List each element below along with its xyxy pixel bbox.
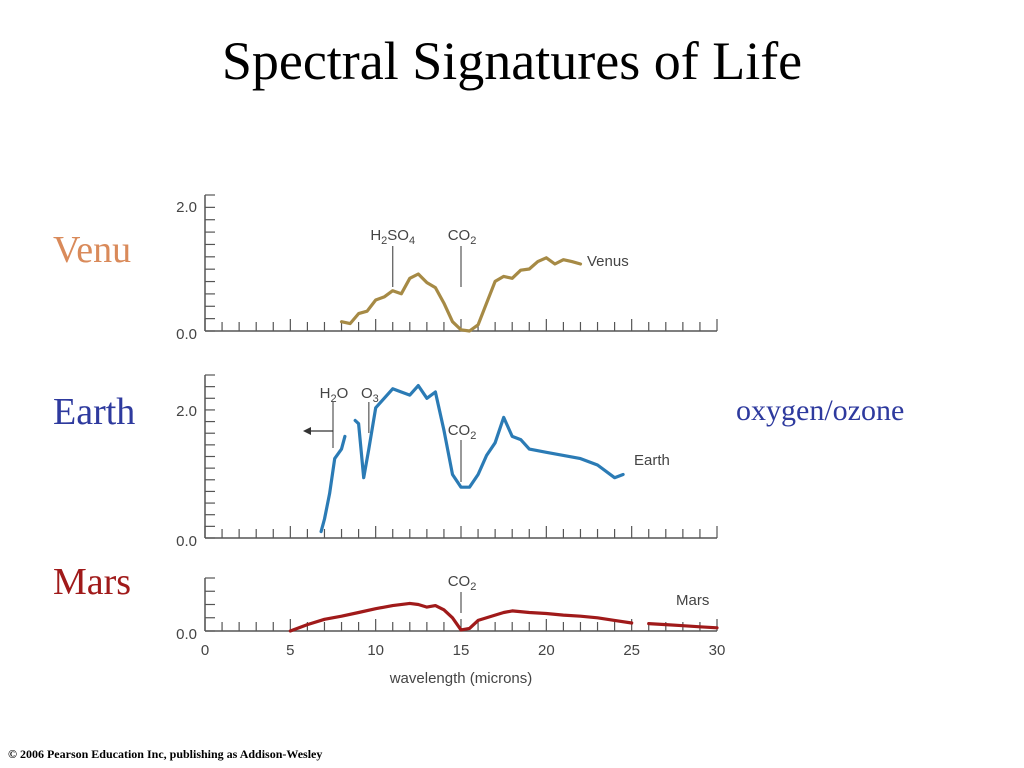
x-axis-label: wavelength (microns)	[389, 670, 533, 687]
earth-spectrum-line	[353, 384, 625, 489]
venus-annotation-label: H2SO4	[370, 227, 415, 247]
x-tick-label: 0	[201, 642, 209, 659]
venus-annotation-label: CO2	[448, 227, 477, 247]
venus-ytick-label: 2.0	[176, 199, 197, 216]
earth-annotation-label: H2O	[320, 385, 349, 405]
h2o-arrow-head	[303, 427, 311, 435]
x-tick-label: 10	[367, 642, 384, 659]
venus-spectrum-line	[339, 256, 583, 333]
mars-label: Mars	[53, 561, 132, 603]
mars-series-label: Mars	[676, 592, 709, 609]
x-tick-label: 25	[623, 642, 640, 659]
mars-spectrum-line	[288, 601, 634, 633]
page-title: Spectral Signatures of Life	[221, 31, 803, 91]
earth-label: Earth	[53, 391, 136, 433]
earth-spectrum-line	[319, 434, 347, 534]
earth-series-label: Earth	[634, 452, 670, 469]
venus-label: Venu	[53, 229, 132, 271]
x-tick-label: 5	[286, 642, 294, 659]
mars-annotation-label: CO2	[448, 573, 477, 593]
earth-annotation-label: O3	[361, 385, 379, 405]
earth-annotation-label: CO2	[448, 422, 477, 442]
x-tick-label: 20	[538, 642, 555, 659]
earth-ytick-label: 2.0	[176, 403, 197, 420]
venus-series-label: Venus	[587, 253, 629, 270]
oxygen-ozone-note: oxygen/ozone	[736, 394, 905, 427]
mars-spectrum-line	[647, 622, 719, 630]
x-tick-label: 30	[709, 642, 726, 659]
copyright-footer: © 2006 Pearson Education Inc, publishing…	[8, 747, 323, 761]
x-tick-label: 15	[453, 642, 470, 659]
mars-ytick-label: 0.0	[176, 626, 197, 643]
venus-ytick-label: 0.0	[176, 326, 197, 343]
earth-ytick-label: 0.0	[176, 533, 197, 550]
